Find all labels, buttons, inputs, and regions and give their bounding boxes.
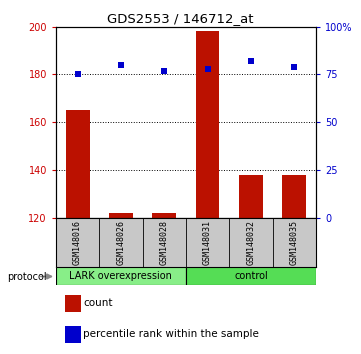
Bar: [65, 295, 81, 312]
Bar: [196, 32, 219, 218]
Text: control: control: [234, 271, 268, 281]
Bar: [186, 267, 316, 285]
Bar: [109, 213, 133, 218]
Bar: [282, 175, 306, 218]
Point: [248, 58, 254, 64]
Text: GSM148016: GSM148016: [73, 220, 82, 265]
Bar: [66, 110, 90, 218]
Text: count: count: [83, 298, 113, 308]
Text: LARK overexpression: LARK overexpression: [70, 271, 172, 281]
Text: percentile rank within the sample: percentile rank within the sample: [83, 329, 259, 339]
Text: GSM148035: GSM148035: [290, 220, 299, 265]
Text: protocol: protocol: [7, 272, 47, 282]
Point: [161, 68, 167, 73]
Point: [75, 72, 81, 77]
Point: [291, 64, 297, 69]
Point: [205, 66, 210, 72]
Text: GSM148031: GSM148031: [203, 220, 212, 265]
Text: GSM148026: GSM148026: [117, 220, 125, 265]
Point: [118, 62, 124, 68]
Text: GDS2553 / 146712_at: GDS2553 / 146712_at: [107, 12, 254, 25]
Text: GSM148028: GSM148028: [160, 220, 169, 265]
Bar: [152, 213, 176, 218]
Text: GSM148032: GSM148032: [247, 220, 255, 265]
Bar: [65, 326, 81, 343]
Bar: [239, 175, 263, 218]
Bar: [56, 267, 186, 285]
